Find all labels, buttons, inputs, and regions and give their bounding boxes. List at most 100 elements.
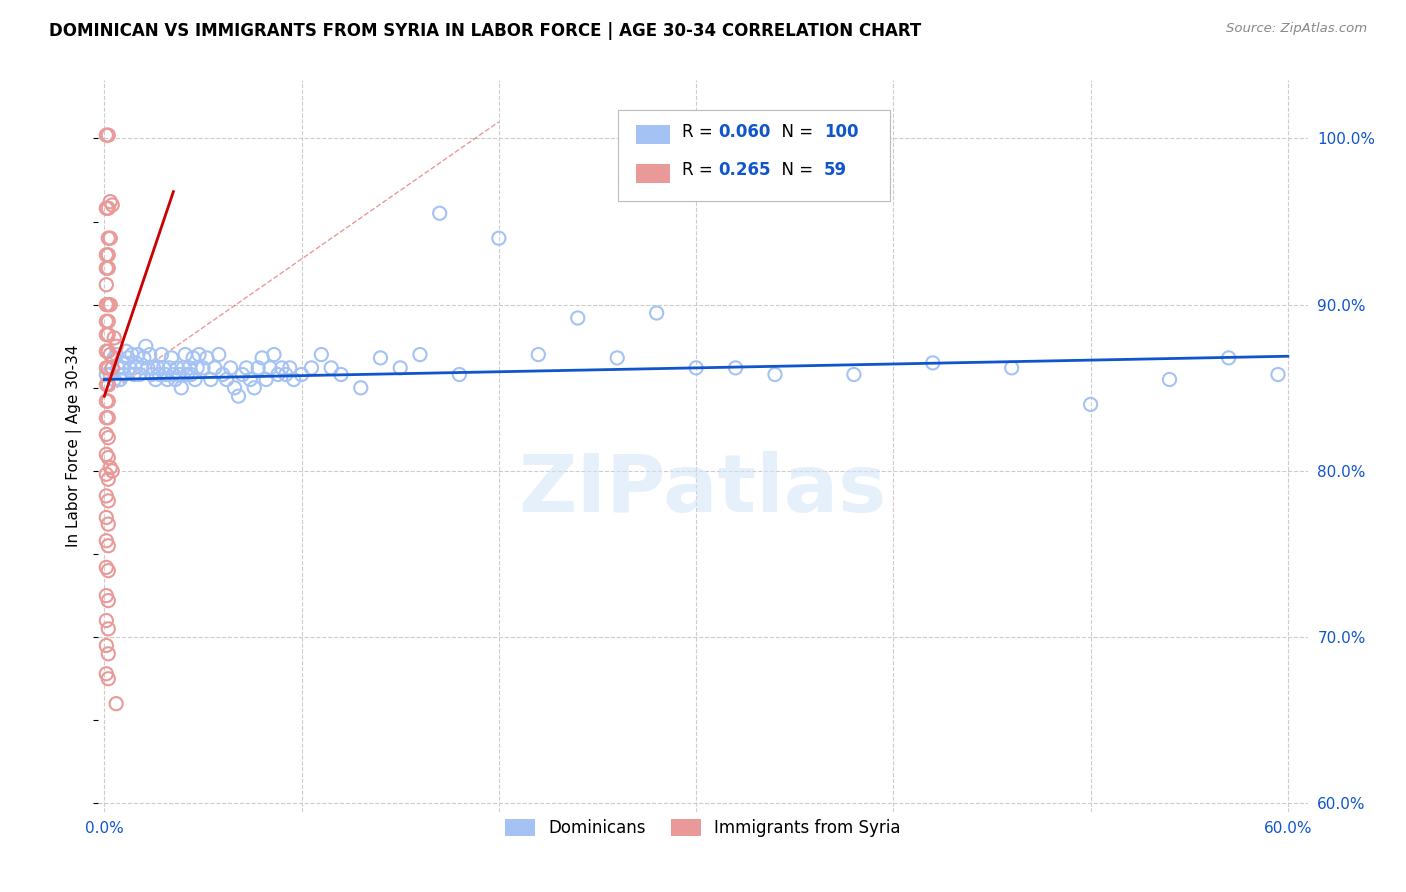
Point	[131, 360, 153, 375]
Point	[156, 372, 179, 386]
Point	[97, 539, 120, 553]
Point	[125, 356, 148, 370]
Point	[97, 377, 120, 392]
Point	[98, 347, 121, 362]
Point	[96, 128, 118, 142]
Point	[112, 368, 135, 382]
Point	[97, 593, 120, 607]
Point	[96, 298, 118, 312]
Point	[195, 351, 218, 365]
Text: DOMINICAN VS IMMIGRANTS FROM SYRIA IN LABOR FORCE | AGE 30-34 CORRELATION CHART: DOMINICAN VS IMMIGRANTS FROM SYRIA IN LA…	[49, 22, 921, 40]
Point	[150, 347, 173, 362]
Point	[301, 360, 323, 375]
Point	[132, 351, 155, 365]
Point	[152, 360, 174, 375]
Point	[645, 306, 668, 320]
Point	[179, 360, 201, 375]
Text: 59: 59	[824, 161, 846, 179]
Point	[97, 261, 120, 276]
Point	[409, 347, 432, 362]
Point	[96, 360, 118, 375]
Point	[96, 248, 118, 262]
Point	[98, 368, 121, 382]
Point	[278, 360, 301, 375]
Point	[97, 517, 120, 532]
Point	[97, 493, 120, 508]
Point	[204, 360, 226, 375]
Point	[135, 339, 157, 353]
Text: R =: R =	[682, 123, 718, 141]
Point	[148, 368, 170, 382]
Point	[180, 368, 202, 382]
Point	[96, 427, 118, 442]
Point	[231, 368, 253, 382]
Text: N =: N =	[770, 123, 818, 141]
Point	[191, 360, 214, 375]
Point	[166, 360, 188, 375]
Point	[685, 360, 707, 375]
Point	[96, 533, 118, 548]
Point	[97, 248, 120, 262]
Point	[97, 672, 120, 686]
Point	[449, 368, 471, 382]
Point	[283, 372, 305, 386]
Point	[350, 381, 373, 395]
Point	[267, 368, 290, 382]
Point	[1267, 368, 1289, 382]
Text: 100: 100	[824, 123, 859, 141]
Point	[96, 394, 118, 409]
Point	[97, 450, 120, 465]
Point	[108, 372, 131, 386]
Point	[176, 368, 198, 382]
Point	[488, 231, 510, 245]
Point	[145, 372, 167, 386]
Point	[101, 360, 124, 375]
Point	[169, 368, 191, 382]
Point	[724, 360, 747, 375]
Point	[97, 298, 120, 312]
Point	[97, 231, 120, 245]
Point	[1218, 351, 1240, 365]
Point	[235, 360, 257, 375]
Point	[105, 697, 128, 711]
Point	[270, 360, 292, 375]
Point	[172, 360, 194, 375]
Point	[97, 128, 120, 142]
Point	[254, 372, 277, 386]
Point	[127, 347, 149, 362]
Point	[159, 360, 181, 375]
Point	[184, 372, 207, 386]
Point	[97, 564, 120, 578]
Point	[389, 360, 412, 375]
Point	[98, 460, 121, 475]
Point	[96, 277, 118, 292]
Point	[121, 347, 143, 362]
FancyBboxPatch shape	[637, 163, 671, 183]
Point	[97, 327, 120, 342]
Point	[112, 356, 135, 370]
Point	[311, 347, 333, 362]
Point	[96, 560, 118, 574]
Text: 0.060: 0.060	[718, 123, 770, 141]
Point	[1080, 397, 1102, 411]
Point	[181, 351, 204, 365]
Point	[118, 360, 141, 375]
Point	[107, 360, 129, 375]
Point	[96, 639, 118, 653]
Point	[97, 394, 120, 409]
Point	[96, 261, 118, 276]
Point	[321, 360, 343, 375]
Y-axis label: In Labor Force | Age 30-34: In Labor Force | Age 30-34	[66, 344, 83, 548]
Point	[98, 231, 121, 245]
Text: ZIPatlas: ZIPatlas	[519, 450, 887, 529]
Point	[96, 314, 118, 328]
Point	[96, 614, 118, 628]
Point	[96, 510, 118, 524]
Point	[96, 368, 118, 382]
Point	[103, 351, 125, 365]
Point	[263, 347, 285, 362]
Point	[155, 368, 177, 382]
Point	[247, 360, 270, 375]
Point	[250, 351, 273, 365]
FancyBboxPatch shape	[619, 110, 890, 201]
